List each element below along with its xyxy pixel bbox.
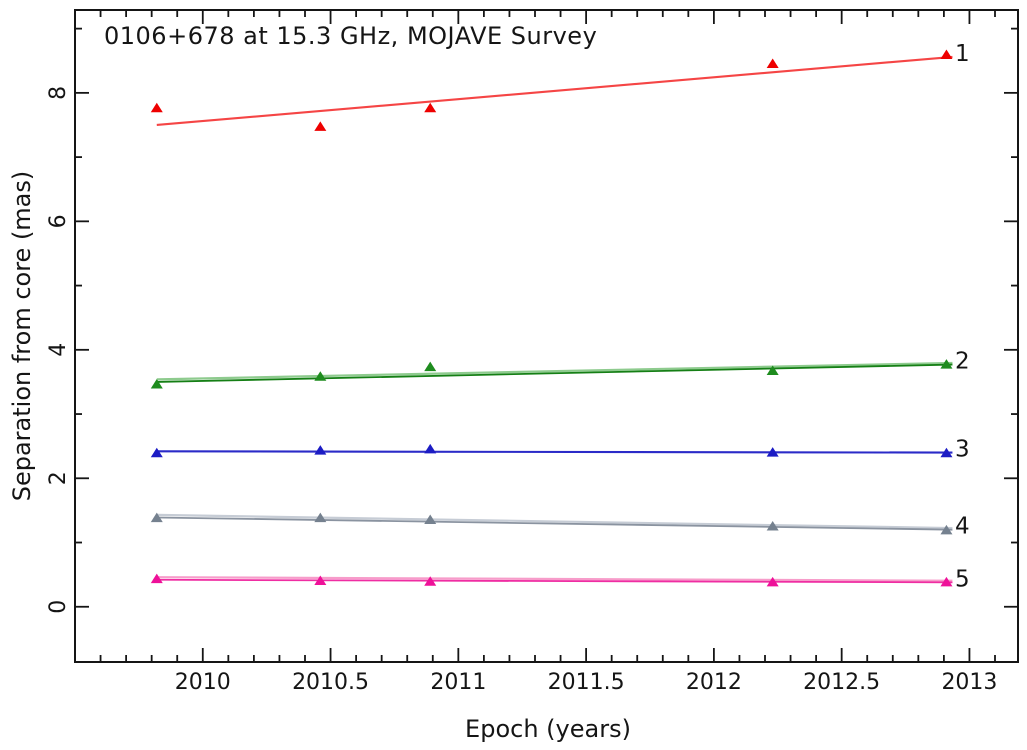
series-2-marker-4 [766,365,779,376]
series-3-marker-4 [766,447,779,457]
series-3-marker-5 [940,447,953,458]
series-4-marker-1 [150,512,163,523]
series-5-marker-1 [150,573,163,584]
series-3-label: 3 [955,437,970,463]
y-tick-label: 0 [46,600,71,614]
x-tick-label: 2012.5 [803,670,880,695]
series-2-marker-1 [150,378,163,389]
series-1-marker-2 [314,121,327,131]
series-3-marker-2 [314,445,327,455]
series-2-label: 2 [955,349,970,375]
x-axis-label: Epoch (years) [465,715,631,743]
series-1-label: 1 [955,41,970,67]
chart-title: 0106+678 at 15.3 GHz, MOJAVE Survey [104,22,597,50]
series-4-marker-4 [766,520,779,531]
series-5-marker-3 [424,576,437,586]
series-4-marker-2 [314,512,327,523]
series-4-marker-3 [424,514,437,525]
series-5-fit-line [156,578,953,584]
series-2-fit-line [156,363,953,383]
x-tick-label: 2010.5 [292,670,369,695]
x-tick-label: 2010 [175,670,231,695]
y-axis-label: Separation from core (mas) [8,171,36,502]
x-tick-label: 2011.5 [548,670,625,695]
plot-layer: 2010 2010.5 2011 2011.5 2012 2012.5 2013 0 2 4 6 8 1… [46,9,1019,695]
x-tick-label: 2013 [941,670,997,695]
series-5-marker-4 [766,576,779,587]
series-1-fit-line [156,55,953,127]
y-tick-label: 2 [46,471,71,485]
series-1-marker-4 [766,58,779,68]
series-5-marker-2 [314,575,327,586]
y-tick-label: 4 [46,343,71,357]
y-tick-label: 6 [46,214,71,228]
series-5-label: 5 [955,566,970,592]
x-tick-label: 2011 [430,670,486,695]
series-4-label: 4 [955,514,970,540]
series-2-marker-2 [314,371,327,381]
series-4-fit-line [156,516,953,531]
x-tick-label: 2012 [686,670,742,695]
series-5-marker-5 [940,576,953,587]
series-1-marker-1 [150,102,163,113]
plot-frame [74,9,1019,663]
series-2-marker-5 [940,359,953,369]
series-2-light-fit-line [156,361,953,381]
series-4-marker-5 [940,524,953,535]
series-3-marker-3 [424,443,437,454]
series-2-marker-3 [424,361,437,372]
series-1-marker-3 [424,102,437,113]
series-5-light-fit-line [156,576,953,582]
series-4-light-fit-line [156,513,953,530]
y-tick-label: 8 [46,86,71,100]
series-3-marker-1 [150,447,163,458]
series-3-fit-line [156,450,953,454]
series-1-marker-5 [940,49,953,59]
